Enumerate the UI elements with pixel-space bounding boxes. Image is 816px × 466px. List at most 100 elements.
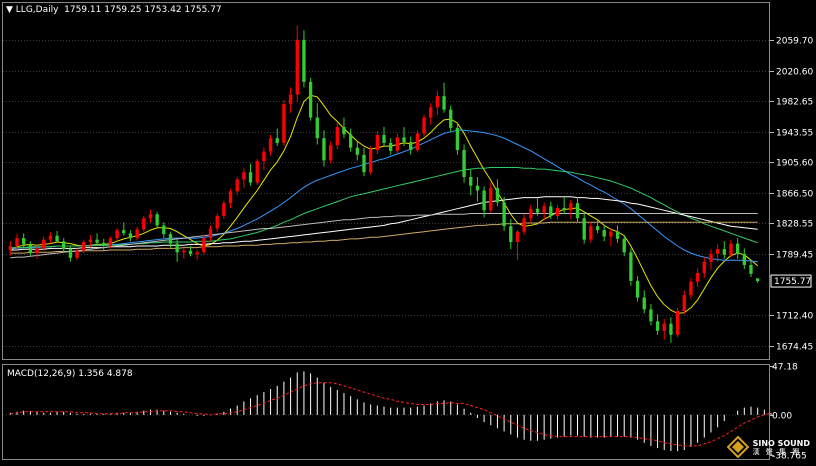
- candle-body: [635, 280, 640, 298]
- candle-body: [589, 226, 593, 240]
- candle-body: [742, 253, 746, 266]
- macd-indicator: [9, 371, 772, 452]
- macd-signal-line: [10, 382, 772, 447]
- moving-average-line: [10, 196, 758, 251]
- candle-body: [295, 39, 299, 95]
- candle-body: [155, 214, 159, 226]
- moving-average-line: [10, 129, 758, 263]
- candle-body: [42, 239, 46, 249]
- candle-body: [28, 244, 33, 254]
- price-tick-label: 2059.70: [776, 37, 813, 47]
- candle-body: [355, 147, 359, 155]
- candle-body: [669, 323, 673, 335]
- candle-body: [562, 207, 566, 211]
- macd-axis[interactable]: 47.18 0.00 -38.765: [770, 363, 807, 462]
- candle-body: [402, 137, 406, 143]
- macd-tick-label: 47.18: [772, 363, 798, 373]
- candle-body: [322, 138, 326, 161]
- candle-body: [115, 230, 119, 239]
- candle-body: [435, 96, 440, 108]
- candle-body: [642, 297, 646, 310]
- candle-body: [582, 218, 586, 240]
- candle-body: [575, 203, 580, 219]
- candle-body: [15, 238, 19, 246]
- sino-sound-logo: SINO SOUND 漢 聲 集 團: [726, 436, 810, 458]
- candle-body: [729, 243, 733, 255]
- price-axis[interactable]: 2059.70 2020.60 1982.65 1943.55 1905.60 1866.…: [770, 37, 813, 353]
- candle-body: [389, 142, 393, 151]
- price-tick-label: 1828.55: [776, 220, 813, 230]
- candle-body: [622, 238, 626, 253]
- logo-subtitle: 漢 聲 集 團: [752, 447, 802, 456]
- ohlc-values: 1759.11 1759.25 1753.42 1755.77: [64, 5, 222, 15]
- candle-body: [75, 250, 79, 258]
- candle-body: [35, 248, 39, 254]
- moving-average-line: [10, 213, 758, 259]
- candle-body: [362, 154, 366, 173]
- candle-body: [475, 185, 480, 191]
- price-tick-label: 1789.45: [776, 251, 813, 261]
- candle-body: [615, 231, 620, 239]
- candle-body: [8, 245, 13, 250]
- candle-body: [288, 94, 293, 105]
- moving-average-line: [10, 221, 758, 254]
- candle-body: [222, 203, 226, 216]
- candle-body: [655, 321, 660, 331]
- candle-body: [509, 226, 513, 243]
- candle-body: [455, 127, 460, 151]
- candle-body: [722, 249, 726, 255]
- current-price-marker: 1755.77: [770, 274, 812, 288]
- candle-body: [195, 252, 199, 254]
- candle-body: [469, 177, 473, 186]
- candle-body: [55, 235, 59, 242]
- candle-body: [442, 96, 446, 110]
- candle-body: [215, 215, 219, 229]
- candle-body: [702, 261, 706, 273]
- candle-body: [228, 191, 233, 204]
- candle-body: [62, 241, 66, 250]
- candle-body: [68, 249, 73, 258]
- candle-body: [675, 311, 680, 335]
- candle-body: [609, 231, 613, 237]
- price-tick-label: 2020.60: [776, 68, 813, 78]
- candle-body: [268, 138, 273, 152]
- candle-body: [695, 272, 700, 282]
- candle-body: [375, 134, 379, 151]
- candle-body: [275, 138, 279, 143]
- candle-body: [502, 202, 506, 227]
- candle-body: [142, 218, 146, 230]
- candle-body: [735, 243, 740, 254]
- candle-body: [682, 295, 686, 312]
- candle-body: [248, 172, 253, 183]
- candle-body: [135, 229, 139, 239]
- candle-body: [535, 208, 540, 213]
- candle-body: [462, 150, 466, 178]
- candle-body: [629, 252, 633, 281]
- candle-body: [549, 206, 553, 216]
- candle-body: [202, 238, 206, 253]
- candle-body: [489, 188, 493, 211]
- candle-body: [308, 81, 313, 118]
- candle-body: [555, 207, 560, 216]
- symbol-label[interactable]: LLG,Daily: [15, 5, 59, 15]
- candle-body: [235, 179, 239, 192]
- moving-average-line: [10, 167, 758, 249]
- candle-body: [108, 238, 113, 246]
- candle-body: [335, 127, 339, 146]
- current-price-label: 1755.77: [774, 277, 811, 287]
- candle-body: [515, 231, 520, 243]
- candle-body: [595, 226, 600, 231]
- candle-body: [342, 127, 346, 135]
- candle-body: [88, 239, 93, 243]
- candle-body: [482, 190, 486, 211]
- diamond-logo-icon: [726, 436, 749, 458]
- candle-body: [148, 214, 153, 219]
- dropdown-triangle-icon[interactable]: ▼: [6, 5, 13, 15]
- main-panel-frame: [2, 2, 770, 360]
- candle-body: [122, 230, 126, 234]
- main-grid: [3, 40, 770, 347]
- candle-body: [382, 134, 386, 143]
- candle-body: [208, 228, 213, 239]
